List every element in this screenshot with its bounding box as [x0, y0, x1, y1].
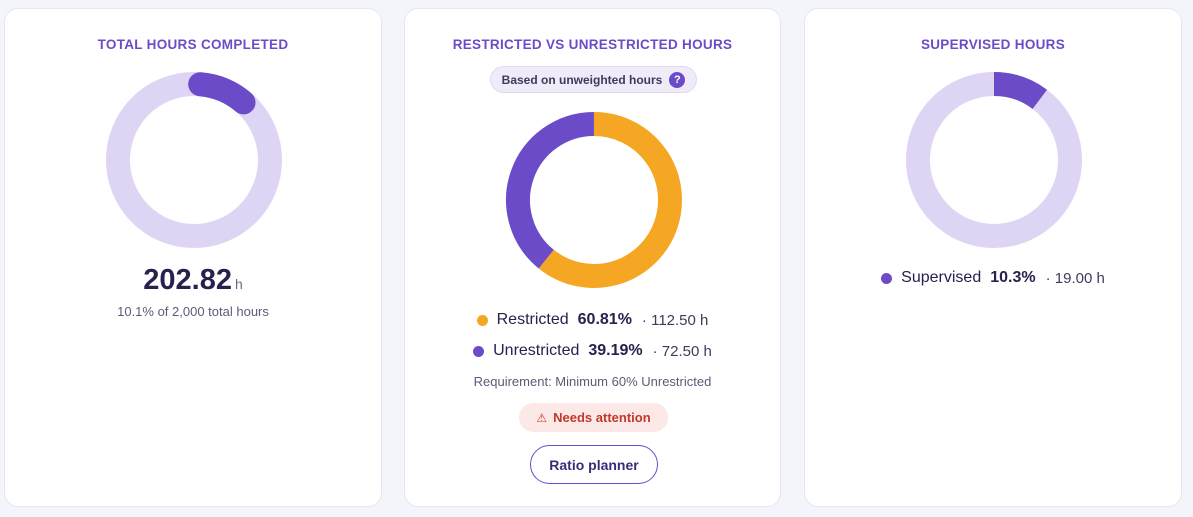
requirement-text: Requirement: Minimum 60% Unrestricted	[473, 374, 712, 389]
total-hours-subtitle: 10.1% of 2,000 total hours	[117, 304, 269, 319]
restricted-label: Restricted	[496, 311, 569, 328]
ratio-planner-button[interactable]: Ratio planner	[530, 445, 658, 484]
warning-triangle-icon: ⚠	[536, 410, 548, 425]
ratio-donut	[506, 112, 682, 288]
unrestricted-segment	[506, 112, 595, 269]
supervised-hours: · 19.00 h	[1045, 269, 1105, 287]
total-hours-donut	[106, 72, 282, 248]
restricted-dot	[476, 314, 488, 326]
ratio-title: RESTRICTED VS UNRESTRICTED HOURS	[452, 37, 733, 52]
total-hours-title: TOTAL HOURS COMPLETED	[97, 37, 289, 52]
restricted-hours: · 112.50 h	[641, 311, 709, 329]
total-hours-unit: h	[234, 276, 243, 292]
restricted-segment	[538, 112, 682, 288]
unweighted-pill: Based on unweighted hours ?	[490, 66, 697, 93]
ratio-card: RESTRICTED VS UNRESTRICTED HOURS Based o…	[404, 8, 781, 507]
supervised-dot	[881, 272, 893, 284]
unrestricted-dot	[473, 345, 485, 357]
supervised-label: Supervised	[901, 269, 982, 286]
needs-attention-badge: ⚠ Needs attention	[519, 403, 668, 432]
needs-attention-label: Needs attention	[553, 410, 651, 425]
unrestricted-hours: · 72.50 h	[652, 342, 712, 360]
legend-restricted: Restricted 60.81% · 112.50 h	[405, 311, 780, 329]
unweighted-pill-label: Based on unweighted hours	[501, 72, 663, 87]
supervised-title: SUPERVISED HOURS	[920, 37, 1066, 52]
total-hours-number: 202.82	[143, 264, 232, 296]
unrestricted-label: Unrestricted	[493, 342, 580, 359]
supervised-donut	[906, 72, 1082, 248]
legend-supervised: Supervised 10.3% · 19.00 h	[805, 269, 1181, 287]
restricted-pct: 60.81%	[577, 311, 632, 328]
supervised-segment	[993, 72, 1048, 110]
question-circle-icon[interactable]: ?	[669, 71, 686, 88]
supervised-card: SUPERVISED HOURS Supervised 10.3% · 19.0…	[804, 8, 1182, 507]
unsupervised-segment	[906, 72, 1082, 248]
unrestricted-pct: 39.19%	[588, 342, 643, 359]
total-progress-segment	[188, 72, 256, 115]
total-hours-value: 202.82 h	[5, 264, 381, 297]
legend-unrestricted: Unrestricted 39.19% · 72.50 h	[405, 342, 780, 360]
total-hours-card: TOTAL HOURS COMPLETED 202.82 h 10.1% of 2…	[4, 8, 382, 507]
supervised-pct: 10.3%	[990, 269, 1036, 286]
